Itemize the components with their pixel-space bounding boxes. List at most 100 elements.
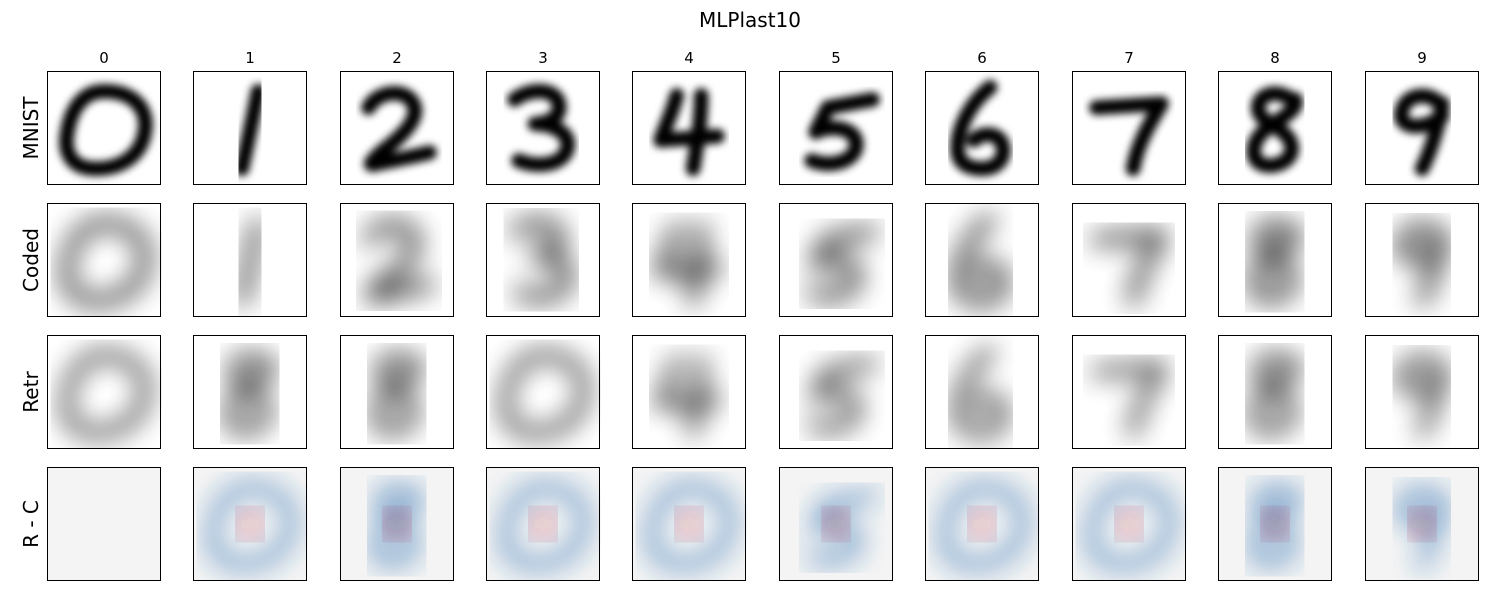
digit-image <box>939 482 1029 571</box>
difference-positive <box>971 510 993 538</box>
row-label-0: MNIST <box>19 96 43 160</box>
column-label-9: 9 <box>1417 49 1427 67</box>
panel-frame <box>925 467 1039 581</box>
panel-frame <box>779 467 893 581</box>
difference-negative <box>1086 482 1176 571</box>
column-label-7: 7 <box>1124 49 1134 67</box>
digit-stroke <box>952 213 1009 307</box>
digit-image <box>59 84 153 177</box>
digit-image <box>61 350 151 438</box>
digit-image <box>1246 86 1303 173</box>
digit-image <box>952 346 1008 438</box>
panel-r0-c3 <box>486 71 600 185</box>
digit-image <box>370 353 423 435</box>
digit-image <box>806 358 878 433</box>
column-label-4: 4 <box>684 49 694 67</box>
digit-image <box>646 482 736 571</box>
panel-frame <box>1072 203 1186 317</box>
column-label-5: 5 <box>831 49 841 67</box>
digit-stroke <box>507 83 576 172</box>
digit-image <box>653 88 725 177</box>
panel-r3-c6 <box>925 467 1039 581</box>
panel-frame <box>632 335 746 449</box>
panel-frame <box>193 203 307 317</box>
panel-r0-c6 <box>925 71 1039 185</box>
digit-stroke <box>1246 86 1303 173</box>
panel-frame <box>1072 71 1186 185</box>
digit-image <box>363 219 435 302</box>
panel-frame <box>779 335 893 449</box>
figure-title: MLPlast10 <box>699 8 801 32</box>
panel-frame <box>47 71 161 185</box>
panel-r2-c8 <box>1218 335 1332 449</box>
panel-frame <box>1218 335 1332 449</box>
panel-r0-c0 <box>47 71 161 185</box>
digit-image <box>1248 353 1301 435</box>
panel-r3-c7 <box>1072 467 1186 581</box>
digit-stroke <box>1396 222 1448 307</box>
panel-r2-c4 <box>632 335 746 449</box>
panel-r1-c3 <box>486 203 600 317</box>
digit-image <box>507 83 576 172</box>
difference-positive <box>1264 510 1286 538</box>
panels <box>47 71 1479 581</box>
panel-r0-c7 <box>1072 71 1186 185</box>
digit-stroke <box>655 354 723 438</box>
panel-frame <box>1072 335 1186 449</box>
difference-negative <box>646 482 736 571</box>
digit-image <box>500 482 590 571</box>
panel-r1-c1 <box>193 203 307 317</box>
panel-frame <box>1365 335 1479 449</box>
digit-image <box>1248 484 1301 567</box>
panel-r1-c5 <box>779 203 893 317</box>
panel-r3-c9 <box>1365 467 1479 581</box>
digit-image <box>361 85 437 172</box>
difference-positive <box>1411 510 1433 538</box>
digit-stroke <box>806 226 878 302</box>
difference-positive <box>386 510 408 538</box>
panel-r1-c4 <box>632 203 746 317</box>
column-label-1: 1 <box>245 49 255 67</box>
digit-image <box>1248 220 1301 303</box>
column-labels: 0 1 2 3 4 5 6 7 8 9 <box>99 49 1427 67</box>
difference-positive <box>532 510 554 538</box>
panel-r1-c7 <box>1072 203 1186 317</box>
panel-background <box>47 467 161 581</box>
panel-r2-c9 <box>1365 335 1479 449</box>
panel-frame <box>925 335 1039 449</box>
panel-r1-c6 <box>925 203 1039 317</box>
digit-stroke <box>1393 88 1450 177</box>
digit-stroke <box>234 84 266 177</box>
digit-image <box>1393 88 1450 177</box>
panel-r2-c2 <box>340 335 454 449</box>
digit-stroke <box>1396 355 1448 438</box>
panel-r3-c5 <box>779 467 893 581</box>
digit-stroke <box>655 222 723 307</box>
digit-image <box>223 353 276 435</box>
panel-frame <box>1365 203 1479 317</box>
digit-image <box>207 482 297 571</box>
digit-image <box>1089 96 1169 177</box>
column-label-6: 6 <box>977 49 987 67</box>
digit-stroke <box>509 217 574 302</box>
panel-r1-c0 <box>47 203 161 317</box>
difference-negative <box>207 482 297 571</box>
panel-r0-c2 <box>340 71 454 185</box>
panel-frame <box>486 203 600 317</box>
panel-r2-c1 <box>193 335 307 449</box>
digit-image <box>1091 362 1167 438</box>
panel-frame <box>925 203 1039 317</box>
panel-frame <box>340 71 454 185</box>
row-label-3: R - C <box>19 500 43 548</box>
digit-image <box>500 350 590 438</box>
column-label-3: 3 <box>538 49 548 67</box>
digit-image <box>61 218 151 307</box>
digit-stroke <box>500 350 590 438</box>
digit-image <box>1091 230 1167 307</box>
digit-stroke <box>370 353 423 435</box>
difference-negative <box>500 482 590 571</box>
panel-r2-c5 <box>779 335 893 449</box>
digit-stroke <box>223 353 276 435</box>
digit-image <box>952 213 1009 307</box>
